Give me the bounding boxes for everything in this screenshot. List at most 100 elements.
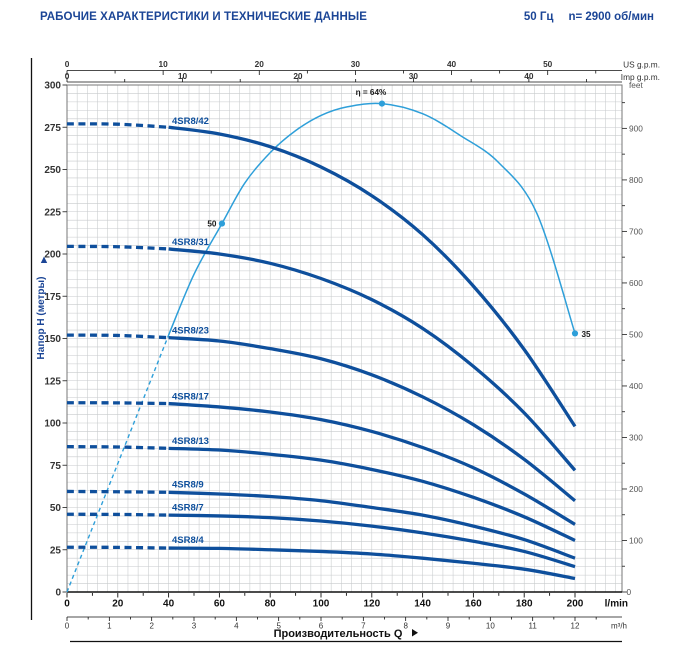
head-m-tick-label: 100	[44, 419, 61, 430]
m3h-tick-label: 1	[107, 622, 112, 631]
pump-curve-label: 4SR8/13	[172, 436, 209, 447]
m3h-tick-label: 12	[571, 622, 580, 631]
pump-curve-4SR8-7: 4SR8/7	[66, 502, 576, 569]
frequency-value: 50 Гц	[523, 11, 554, 23]
efficiency-curve-solid	[167, 102, 576, 336]
head-m-tick-label: 125	[44, 376, 61, 387]
pump-curve-dashed	[66, 489, 169, 494]
axis-us-gpm: 0 10 20 30 40 50 US g.p.m.	[65, 59, 660, 75]
lmin-tick-label: 200	[567, 599, 584, 610]
m3h-tick-label: 9	[446, 622, 451, 631]
lmin-tick-label: 180	[516, 599, 533, 610]
feet-tick-label: 500	[629, 329, 643, 339]
efficiency-point	[571, 330, 579, 337]
m3h-tick-label: 6	[319, 622, 324, 631]
pump-curve-solid	[168, 546, 576, 581]
m3h-tick-label: 11	[529, 622, 538, 631]
imp-gpm-tick-label: 30	[409, 71, 419, 81]
efficiency-point-label: η = 64%	[356, 88, 387, 97]
pump-curve-label: 4SR8/7	[172, 502, 204, 513]
lmin-tick-label: 80	[265, 599, 277, 610]
us-gpm-tick-label: 20	[255, 59, 265, 69]
pump-curve-solid	[168, 446, 576, 542]
head-m-tick-label: 175	[44, 292, 61, 303]
imp-gpm-tick-label: 0	[65, 71, 70, 81]
feet-tick-label: 800	[629, 175, 643, 185]
pump-curve-dashed	[66, 512, 169, 517]
rotation-speed-value: n= 2900 об/мин	[568, 11, 654, 23]
lmin-tick-label: 60	[214, 599, 226, 610]
pump-curve-label: 4SR8/17	[172, 391, 209, 402]
us-gpm-tick-label: 30	[351, 59, 361, 69]
pump-curve-label: 4SR8/42	[172, 116, 209, 127]
lmin-tick-label: 100	[313, 599, 330, 610]
m3h-tick-label: 3	[192, 622, 197, 631]
axis-head-metres: 0 25 50 75 100 125 150 175 200 225 250 275 300	[44, 81, 67, 599]
feet-tick-label: 100	[629, 535, 643, 545]
y-axis-arrow-icon	[40, 256, 48, 263]
efficiency-point-label: 35	[582, 330, 592, 339]
m3h-tick-label: 0	[65, 622, 70, 631]
efficiency-point-label: 50	[207, 220, 217, 229]
x-axis-title: Производительность Q	[274, 628, 418, 640]
pump-curve-4SR8-4: 4SR8/4	[66, 535, 576, 581]
head-m-tick-label: 75	[50, 461, 62, 472]
pump-curve-4SR8-13: 4SR8/13	[66, 436, 576, 542]
pump-curve-4SR8-23: 4SR8/23	[66, 326, 577, 503]
pump-curve-label: 4SR8/23	[172, 326, 209, 337]
pump-curve-label: 4SR8/9	[172, 480, 204, 491]
m3h-tick-label: 7	[361, 622, 366, 631]
us-gpm-tick-label: 50	[543, 59, 553, 69]
header: РАБОЧИЕ ХАРАКТЕРИСТИКИ И ТЕХНИЧЕСКИЕ ДАН…	[40, 11, 654, 23]
head-m-tick-label: 225	[44, 207, 61, 218]
pump-curve-solid	[168, 247, 577, 472]
feet-tick-label: 400	[629, 381, 643, 391]
axis-m3h: 0 1 2 3 4 5 6 7 8 9 10 11 12 m³/h	[65, 616, 627, 631]
head-m-tick-label: 150	[44, 334, 61, 345]
feet-tick-label: 200	[629, 484, 643, 494]
lmin-tick-label: 160	[465, 599, 482, 610]
us-gpm-unit-label: US g.p.m.	[623, 60, 660, 70]
header-specs: 50 Гц n= 2900 об/мин	[524, 11, 654, 23]
m3h-tick-label: 10	[486, 622, 495, 631]
pump-curve-dashed	[66, 401, 169, 406]
feet-tick-label: 900	[629, 123, 643, 133]
head-m-tick-label: 0	[55, 588, 61, 599]
pump-curve-dashed	[66, 445, 169, 450]
pump-curve-solid	[168, 513, 576, 569]
pump-curve-label: 4SR8/31	[172, 237, 210, 248]
pump-curve-solid	[168, 125, 577, 428]
imp-gpm-unit-label: Imp g.p.m.	[621, 72, 660, 82]
axis-feet: 0 100 200 300 400 500 600 700 800 900 feet	[622, 80, 644, 597]
lmin-unit-label: l/min	[605, 599, 628, 610]
pump-curve-solid	[168, 401, 576, 526]
axis-imp-gpm: 0 10 20 30 40 Imp g.p.m.	[65, 71, 660, 83]
head-m-tick-label: 300	[44, 81, 61, 92]
pump-curve-dashed	[66, 545, 169, 550]
x-axis-arrow-icon	[412, 629, 418, 637]
feet-tick-label: 300	[629, 432, 643, 442]
lmin-tick-label: 0	[64, 599, 70, 610]
m3h-tick-label: 2	[149, 622, 154, 631]
head-m-tick-label: 200	[44, 250, 61, 261]
efficiency-curve: 50 η = 64% 35	[66, 88, 592, 593]
feet-tick-label: 600	[629, 278, 643, 288]
efficiency-point	[218, 220, 226, 227]
us-gpm-tick-label: 10	[159, 59, 169, 69]
x-axis-title-text: Производительность Q	[274, 628, 403, 640]
y-axis-title: Напор H (метры)	[36, 256, 48, 359]
head-m-tick-label: 275	[44, 123, 61, 134]
feet-tick-label: 700	[629, 226, 643, 236]
pump-curve-label: 4SR8/4	[172, 535, 204, 546]
pump-curve-dashed	[66, 333, 169, 340]
pump-curve-solid	[168, 490, 576, 560]
lmin-tick-label: 40	[163, 599, 175, 610]
lmin-tick-label: 20	[112, 599, 124, 610]
pump-curve-4SR8-31: 4SR8/31	[66, 237, 577, 472]
us-gpm-tick-label: 0	[65, 59, 70, 69]
m3h-tick-label: 5	[276, 622, 281, 631]
pump-curve-4SR8-17: 4SR8/17	[66, 391, 576, 526]
pump-curve-solid	[168, 336, 577, 503]
